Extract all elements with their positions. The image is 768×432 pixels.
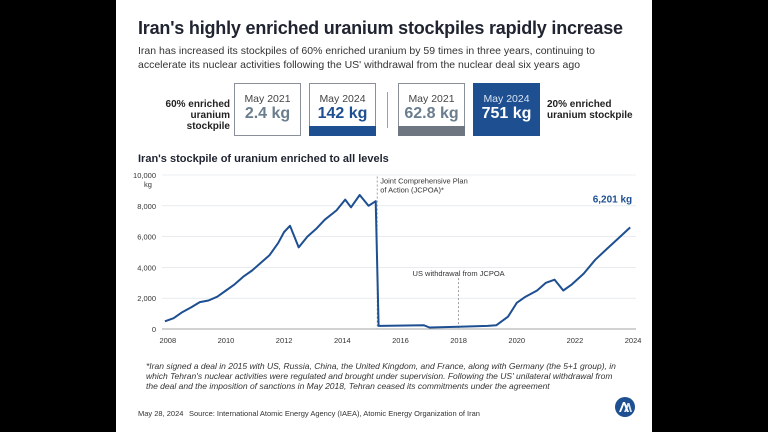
- footnote: *Iran signed a deal in 2015 with US, Rus…: [146, 361, 616, 391]
- footer-date: May 28, 2024: [138, 409, 184, 418]
- stat-box-20-2021: May 2021 62.8 kg: [398, 83, 465, 136]
- stat-value: 751 kg: [481, 105, 532, 122]
- y-tick-label: 6,000: [137, 233, 156, 242]
- chart-title: Iran's stockpile of uranium enriched to …: [138, 153, 389, 165]
- agency-logo-icon: [615, 397, 635, 417]
- y-tick-label: 4,000: [137, 263, 156, 272]
- stat-date: May 2021: [408, 93, 455, 105]
- y-tick-label: 2,000: [137, 294, 156, 303]
- jcpoa-annotation: Joint Comprehensive Plan: [380, 177, 468, 186]
- x-tick-label: 2008: [159, 336, 176, 345]
- stat-date: May 2024: [483, 93, 530, 105]
- y-tick-label: 0: [152, 325, 156, 334]
- x-tick-label: 2014: [334, 336, 351, 345]
- stat-value: 142 kg: [317, 105, 368, 122]
- y-axis-unit-label: kg: [144, 180, 152, 189]
- us-withdrawal-annotation: US withdrawal from JCPOA: [413, 269, 505, 278]
- stat-date: May 2024: [319, 93, 366, 105]
- y-tick-label: 10,000: [133, 171, 156, 180]
- page-subtitle: Iran has increased its stockpiles of 60%…: [138, 45, 595, 71]
- end-value-label: 6,201 kg: [593, 195, 632, 206]
- x-tick-label: 2022: [567, 336, 584, 345]
- x-tick-label: 2010: [218, 336, 235, 345]
- stat-box-60-2024: May 2024 142 kg: [309, 83, 376, 136]
- jcpoa-annotation: of Action (JCPOA)*: [380, 186, 444, 195]
- stat-value: 62.8 kg: [404, 105, 459, 122]
- stat-box-60-2021: May 2021 2.4 kg: [234, 83, 301, 136]
- page-title: Iran's highly enriched uranium stockpile…: [138, 18, 623, 38]
- stat-label-60pct: 60% enriched uranium stockpile: [165, 99, 230, 132]
- x-tick-label: 2020: [508, 336, 525, 345]
- x-tick-label: 2018: [450, 336, 467, 345]
- stockpile-series-line: [164, 194, 631, 329]
- x-tick-label: 2016: [392, 336, 409, 345]
- footer-source: Source: International Atomic Energy Agen…: [189, 409, 480, 418]
- x-tick-label: 2024: [625, 336, 642, 345]
- stat-value: 2.4 kg: [244, 105, 291, 122]
- stat-date: May 2021: [244, 93, 291, 105]
- y-tick-label: 8,000: [137, 202, 156, 211]
- stat-bar: [309, 126, 376, 136]
- infographic-canvas: Iran's highly enriched uranium stockpile…: [116, 0, 652, 432]
- x-tick-label: 2012: [276, 336, 293, 345]
- stat-label-20pct: 20% enriched uranium stockpile: [547, 99, 633, 121]
- stat-box-20-2024: May 2024 751 kg: [473, 83, 540, 136]
- stat-bar: [398, 126, 465, 136]
- stat-separator: [387, 92, 388, 128]
